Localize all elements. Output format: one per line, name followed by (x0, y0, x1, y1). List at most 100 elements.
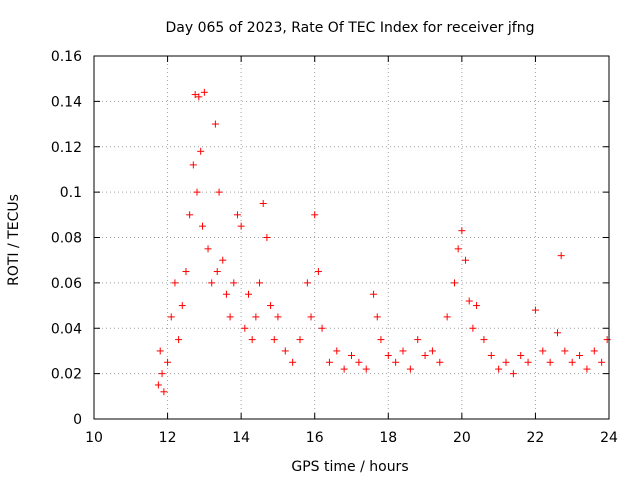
data-point (314, 268, 322, 276)
data-point (502, 358, 510, 366)
data-point (267, 302, 275, 310)
data-point (583, 365, 591, 373)
data-point (219, 256, 227, 264)
data-point (245, 290, 252, 298)
data-point (517, 351, 525, 359)
data-point (373, 313, 381, 321)
data-point (495, 365, 503, 373)
data-point (307, 313, 315, 321)
chart-title: Day 065 of 2023, Rate Of TEC Index for r… (166, 20, 535, 36)
data-point (281, 347, 289, 355)
data-point (557, 252, 565, 260)
data-point (296, 336, 304, 344)
data-point (355, 358, 363, 366)
data-point (164, 358, 172, 366)
data-point (311, 211, 319, 219)
y-tick-label: 0.12 (51, 140, 82, 156)
data-point (167, 313, 175, 321)
data-point (487, 351, 495, 359)
data-point (436, 358, 444, 366)
data-point (603, 336, 611, 344)
data-point (233, 211, 241, 219)
data-point (414, 336, 422, 344)
data-point (443, 313, 451, 321)
data-point (193, 188, 201, 196)
data-point (465, 297, 473, 305)
x-tick-label: 24 (600, 430, 618, 446)
x-tick-label: 12 (159, 430, 177, 446)
data-point (406, 365, 414, 373)
data-point (204, 245, 212, 253)
data-point (325, 358, 333, 366)
data-point (248, 336, 256, 344)
y-tick-label: 0.02 (51, 367, 82, 383)
data-point (175, 336, 183, 344)
data-point (362, 365, 370, 373)
data-point (480, 336, 488, 344)
data-point (208, 279, 216, 287)
data-point (303, 279, 311, 287)
data-point (318, 324, 326, 332)
data-point (469, 324, 477, 332)
grid-lines (94, 56, 609, 419)
data-point (554, 329, 561, 337)
data-point (156, 347, 164, 355)
data-point (241, 324, 249, 332)
data-point (384, 351, 392, 359)
y-tick-label: 0.04 (51, 321, 82, 337)
data-point (171, 279, 179, 287)
data-point (256, 279, 264, 287)
data-point (263, 234, 271, 241)
data-point (182, 268, 190, 276)
data-point (377, 336, 385, 344)
tick-labels: 10 12 14 16 18 20 22 24 0 0.02 0.04 0.06 0.08 0.1 0.12… (51, 49, 618, 446)
data-point (531, 306, 539, 314)
data-point (178, 302, 186, 310)
data-point (211, 120, 219, 128)
data-point (200, 88, 208, 96)
x-axis-label: GPS time / hours (291, 459, 408, 475)
data-point (289, 358, 297, 366)
data-point (340, 365, 348, 373)
data-point (428, 347, 436, 355)
data-point (274, 313, 282, 321)
data-point (454, 245, 462, 253)
y-tick-label: 0.08 (51, 231, 82, 247)
axis-ticks (93, 55, 610, 420)
y-tick-label: 0 (73, 412, 82, 428)
data-point (348, 351, 355, 359)
data-point (160, 388, 168, 396)
data-point (333, 347, 341, 355)
data-point (189, 161, 197, 169)
x-tick-label: 22 (527, 430, 545, 446)
data-point (399, 347, 407, 355)
data-point (473, 302, 481, 310)
data-point (154, 381, 162, 389)
data-point (576, 351, 584, 359)
y-tick-label: 0.1 (60, 185, 82, 201)
data-point (259, 199, 267, 207)
plot-frame (93, 55, 610, 420)
data-point (568, 358, 576, 366)
data-point (237, 222, 245, 230)
data-point (215, 188, 223, 196)
y-tick-label: 0.06 (51, 276, 82, 292)
x-tick-label: 18 (379, 430, 397, 446)
data-point (158, 370, 166, 378)
data-point (213, 268, 221, 276)
data-point (539, 347, 547, 355)
data-point (590, 347, 598, 355)
data-point (186, 211, 194, 219)
x-tick-label: 10 (85, 430, 103, 446)
y-tick-label: 0.16 (51, 49, 82, 65)
data-point (546, 358, 554, 366)
data-point (199, 222, 207, 230)
data-point (462, 256, 470, 264)
data-point (252, 313, 260, 321)
data-point (270, 336, 278, 344)
data-point (392, 358, 400, 366)
data-point (222, 290, 230, 298)
data-point (421, 351, 429, 359)
data-point (191, 91, 199, 99)
